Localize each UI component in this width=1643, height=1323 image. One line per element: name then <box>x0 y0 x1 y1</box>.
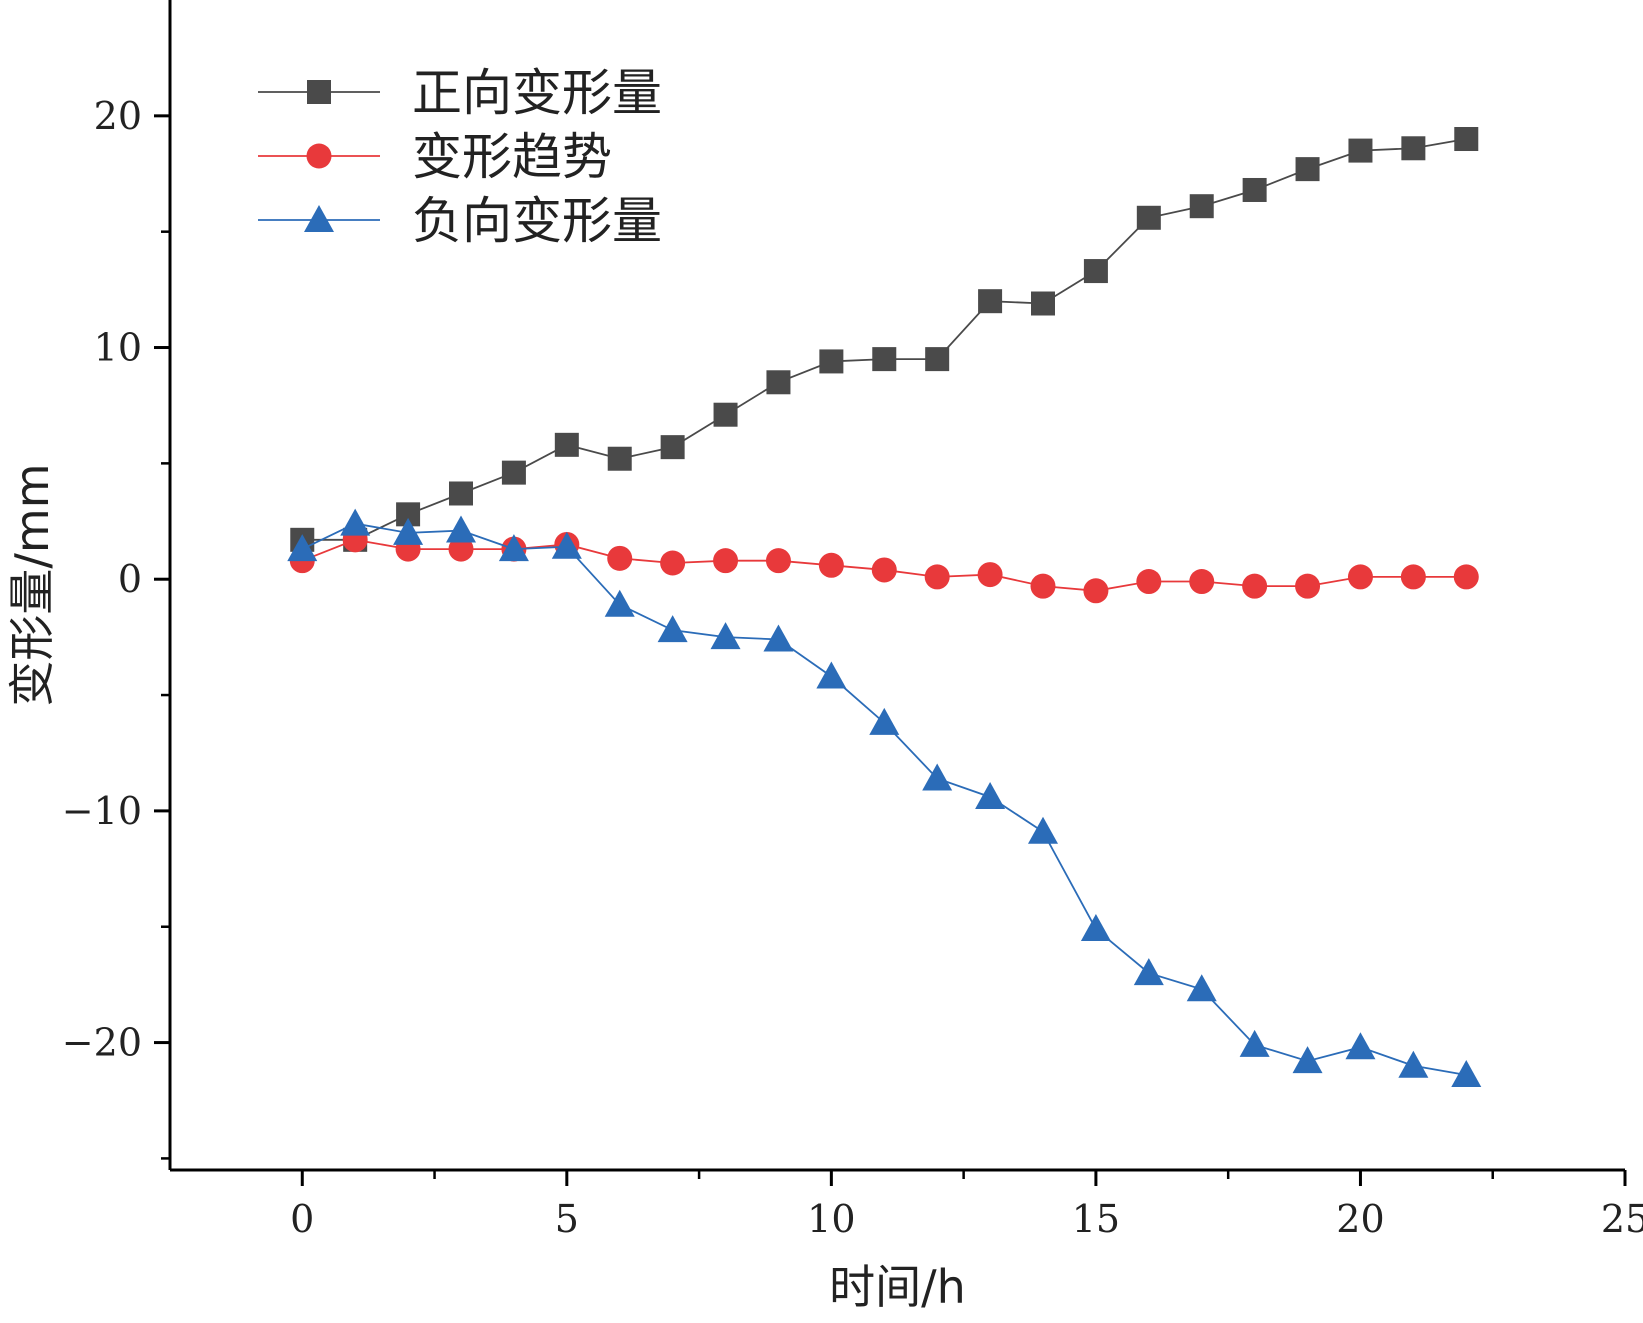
data-point-square <box>1348 138 1373 163</box>
data-point-square <box>1242 177 1267 202</box>
data-point-triangle <box>975 781 1006 809</box>
legend-marker <box>306 143 332 169</box>
data-point-square <box>925 347 950 372</box>
legend-marker <box>304 205 334 232</box>
data-point-circle <box>977 562 1003 588</box>
data-point-circle <box>765 548 791 574</box>
data-point-circle <box>1136 569 1162 595</box>
data-point-triangle <box>710 622 741 650</box>
data-point-triangle <box>1398 1050 1429 1078</box>
data-point-triangle <box>287 534 318 562</box>
data-point-triangle <box>551 531 582 559</box>
data-point-square <box>1454 127 1479 152</box>
x-tick-label: 10 <box>807 1197 855 1241</box>
data-point-square <box>819 349 844 374</box>
data-point-triangle <box>657 615 688 643</box>
x-tick-label: 25 <box>1601 1197 1643 1241</box>
data-point-circle <box>1295 573 1321 599</box>
x-tick-label: 15 <box>1072 1197 1120 1241</box>
legend-label: 变形趋势 <box>412 128 612 186</box>
series-area <box>287 127 1482 1088</box>
data-point-square <box>713 402 738 427</box>
data-point-square <box>1189 194 1214 219</box>
y-tick-label: 0 <box>118 557 142 601</box>
data-point-triangle <box>1186 974 1217 1002</box>
data-point-square <box>1295 157 1320 182</box>
legend-item: 正向变形量 <box>258 64 662 122</box>
data-point-triangle <box>1028 816 1058 844</box>
y-tick-label: −10 <box>62 789 142 833</box>
data-point-triangle <box>1133 958 1164 986</box>
data-point-triangle <box>393 517 424 545</box>
data-point-circle <box>1083 578 1109 604</box>
data-point-circle <box>1347 564 1373 590</box>
data-point-circle <box>1030 573 1056 599</box>
data-point-circle <box>1453 564 1479 590</box>
data-point-square <box>872 347 897 372</box>
y-tick-label: −20 <box>62 1021 142 1065</box>
legend-item: 变形趋势 <box>258 128 612 186</box>
data-point-square <box>501 460 526 485</box>
data-point-circle <box>924 564 950 590</box>
data-point-circle <box>1242 573 1268 599</box>
x-axis-title: 时间/h <box>829 1260 966 1314</box>
data-point-square <box>607 446 632 471</box>
data-point-circle <box>871 557 897 583</box>
data-point-circle <box>660 550 686 576</box>
data-point-square <box>449 481 473 506</box>
data-point-triangle <box>1080 914 1111 942</box>
legend-label: 正向变形量 <box>412 64 662 122</box>
legend-marker <box>307 80 331 104</box>
data-point-circle <box>818 552 844 578</box>
series-line <box>301 522 1467 1076</box>
data-point-square <box>1401 136 1426 161</box>
data-point-square <box>660 435 685 460</box>
legend-item: 负向变形量 <box>258 192 662 250</box>
data-point-square <box>978 289 1003 314</box>
data-point-triangle <box>816 661 847 689</box>
data-point-square <box>554 432 579 457</box>
data-point-triangle <box>498 534 529 562</box>
data-point-triangle <box>604 589 635 617</box>
data-point-circle <box>448 536 474 562</box>
data-point-triangle <box>1239 1029 1270 1057</box>
data-point-triangle <box>1345 1032 1376 1060</box>
data-point-circle <box>1189 569 1215 595</box>
data-point-circle <box>607 545 633 571</box>
data-point-square <box>1031 291 1055 316</box>
data-point-triangle <box>869 707 900 735</box>
data-point-circle <box>1400 564 1426 590</box>
data-point-square <box>1083 259 1108 284</box>
data-point-circle <box>713 548 739 574</box>
data-point-triangle <box>1451 1060 1482 1088</box>
x-tick-label: 20 <box>1336 1197 1384 1241</box>
data-point-triangle <box>763 624 794 652</box>
data-point-square <box>766 370 791 395</box>
x-tick-label: 0 <box>290 1197 314 1241</box>
x-tick-label: 5 <box>555 1197 579 1241</box>
data-point-triangle <box>922 763 953 791</box>
legend-label: 负向变形量 <box>412 192 662 250</box>
y-tick-label: 10 <box>94 326 142 370</box>
series-square <box>290 127 1479 552</box>
data-point-triangle <box>340 508 371 536</box>
axes: 0 5 10 15 20 25 −20 −10 0 10 20 <box>62 0 1643 1241</box>
y-tick-label: 20 <box>94 94 142 138</box>
y-axis-title: 变形量/mm <box>5 463 59 706</box>
series-triangle <box>287 508 1482 1088</box>
data-point-triangle <box>1292 1046 1323 1074</box>
data-point-square <box>1136 205 1161 230</box>
data-point-triangle <box>446 515 476 543</box>
